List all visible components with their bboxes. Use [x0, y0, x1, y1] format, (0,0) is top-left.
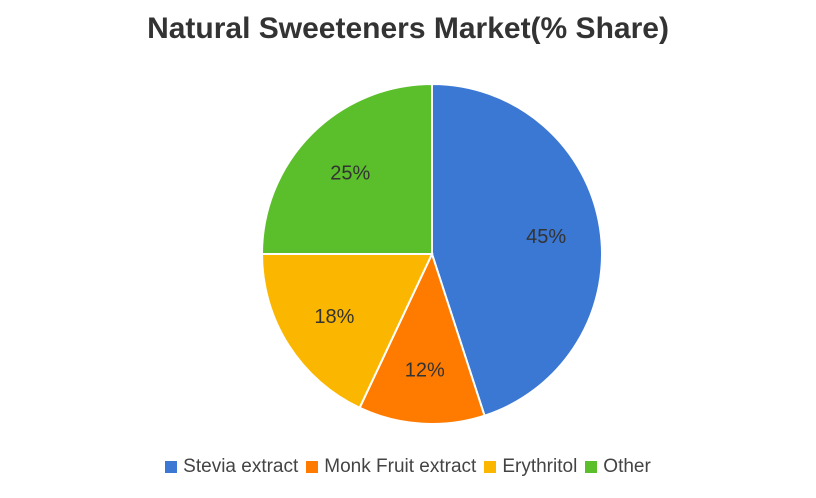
pie-slice-erythritol[interactable]: [260, 253, 434, 410]
legend-swatch-icon: [484, 461, 497, 473]
legend-label: Other: [603, 456, 651, 477]
legend-label: Stevia extract: [183, 456, 299, 477]
legend: Stevia extract Monk Fruit extract Erythr…: [0, 456, 816, 478]
legend-item-monk-fruit[interactable]: Monk Fruit extract: [306, 456, 476, 478]
legend-item-erythritol[interactable]: Erythritol: [484, 456, 577, 478]
pie-slice-monk-fruit-extract[interactable]: [358, 251, 486, 425]
legend-swatch-icon: [165, 461, 178, 473]
legend-swatch-icon: [306, 461, 319, 473]
legend-item-other[interactable]: Other: [585, 456, 651, 478]
slice-value-label: 12%: [405, 359, 445, 381]
chart-title: Natural Sweeteners Market(% Share): [147, 12, 669, 45]
slice-value-label: 45%: [526, 226, 566, 248]
legend-swatch-icon: [585, 461, 598, 473]
pie-slice-stevia-extract[interactable]: [431, 82, 604, 417]
legend-label: Erythritol: [502, 456, 578, 477]
slice-value-label: 18%: [314, 306, 354, 328]
pie-slice-other[interactable]: [260, 82, 433, 255]
legend-label: Monk Fruit extract: [324, 456, 477, 477]
slice-value-label: 25%: [330, 162, 370, 184]
legend-item-stevia[interactable]: Stevia extract: [165, 456, 298, 478]
